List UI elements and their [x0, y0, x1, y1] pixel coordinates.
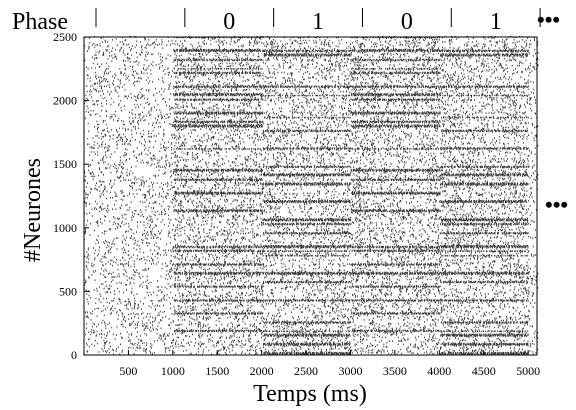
y-tick-label: 1000	[53, 221, 77, 235]
y-tick-label: 2000	[53, 94, 77, 108]
y-tick-label: 2500	[53, 30, 77, 44]
x-axis-label: Temps (ms)	[253, 381, 367, 407]
x-tick-label: 3500	[383, 364, 407, 378]
x-tick-label: 2500	[294, 364, 318, 378]
y-axis-label: #Neurones	[20, 158, 46, 262]
spike-marks	[83, 35, 539, 355]
x-tick-label: 500	[119, 364, 137, 378]
x-tick-label: 4500	[472, 364, 496, 378]
phase-value-label: 0	[223, 9, 235, 35]
x-tick-label: 3000	[338, 364, 362, 378]
y-tick-label: 0	[71, 348, 77, 362]
phase-continuation-dots: •••	[537, 7, 560, 32]
y-tick-label: 1500	[53, 157, 77, 171]
x-tick-label: 5000	[516, 364, 540, 378]
phase-value-label: 0	[401, 9, 413, 35]
x-tick-label: 1000	[161, 364, 185, 378]
phase-label: Phase	[12, 9, 68, 35]
right-continuation-dots: •••	[545, 192, 568, 217]
spike-raster	[83, 35, 539, 355]
phase-value-label: 1	[490, 9, 502, 35]
plot-frame	[83, 36, 538, 356]
phase-value-label: 1	[312, 9, 324, 35]
phase-row: Phase 0 1 0 1 •••	[12, 7, 560, 35]
x-tick-label: 1500	[205, 364, 229, 378]
x-tick-label: 2000	[250, 364, 274, 378]
y-tick-label: 500	[59, 284, 77, 298]
raster-plot-area: 0 500 1000 1500 2000 2500 500 1000 1500 2000 2500…	[53, 30, 540, 378]
x-tick-label: 4000	[427, 364, 451, 378]
